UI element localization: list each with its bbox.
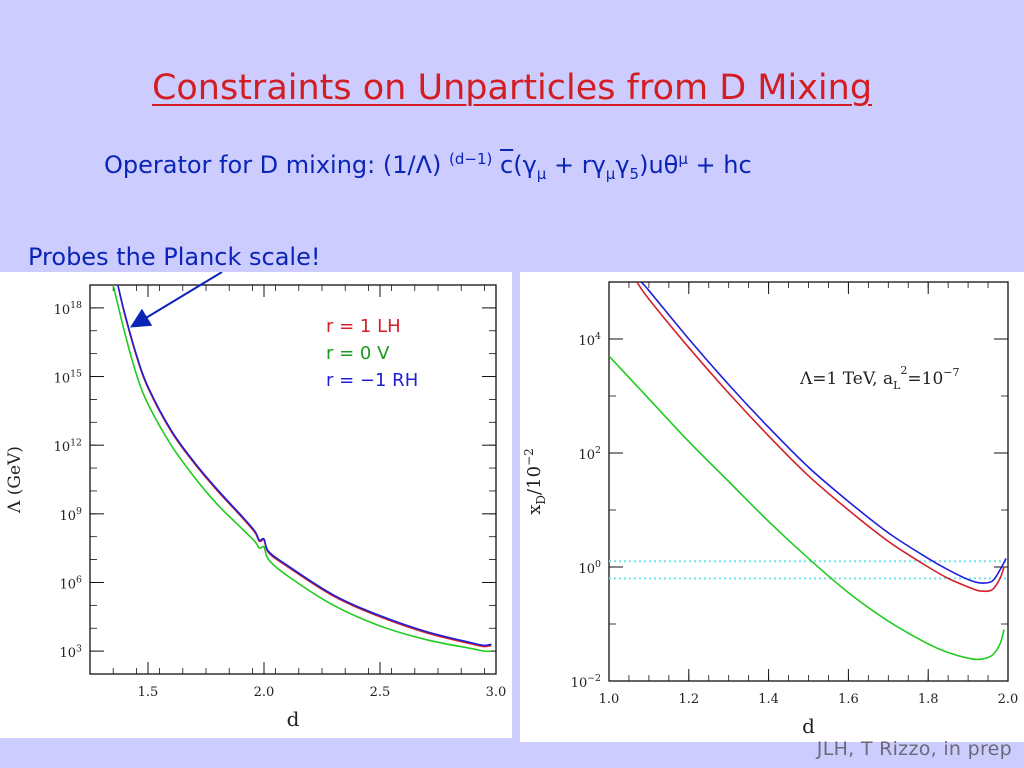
y-tick-label: 104 <box>579 331 602 349</box>
x-tick-label: 1.6 <box>838 692 859 707</box>
x-tick-label: 1.8 <box>918 692 939 707</box>
credit-text: JLH, T Rizzo, in prep <box>816 738 1012 760</box>
slide-title: Constraints on Unparticles from D Mixing <box>151 68 873 108</box>
y-tick-label: 1018 <box>54 300 82 318</box>
y-tick-label: 102 <box>579 445 602 463</box>
y-tick-label: 109 <box>60 506 83 524</box>
series-line <box>117 285 492 648</box>
plot-frame <box>89 284 497 675</box>
x-tick-label: 1.2 <box>678 692 699 707</box>
series-line <box>609 355 1005 661</box>
x-axis-label: d <box>802 714 815 738</box>
y-tick-label: 100 <box>579 559 602 577</box>
annotation-arrow <box>130 272 223 328</box>
x-tick-label: 2.0 <box>998 692 1019 707</box>
plot-frame <box>608 281 1009 682</box>
y-tick-label: 1012 <box>54 437 82 455</box>
y-tick-label: 103 <box>60 643 83 661</box>
x-tick-label: 2.0 <box>254 685 275 700</box>
xd-vs-d-chart: 1.0 1.2 1.4 1.6 1.8 2.0 10−2 100 102 104 d xD/10−2 Λ… <box>520 272 1024 742</box>
x-tick-label: 2.5 <box>370 685 391 700</box>
xd-vs-d-svg: 1.0 1.2 1.4 1.6 1.8 2.0 10−2 100 102 104 d xD/10−2 Λ… <box>522 281 1019 738</box>
x-tick-label: 3.0 <box>486 685 507 700</box>
operator-formula: Operator for D mixing: (1/Λ) (d−1) c(γμ … <box>104 150 752 183</box>
x-tick-label: 1.4 <box>758 692 779 707</box>
x-axis-label: d <box>287 707 300 731</box>
y-tick-label: 106 <box>60 575 83 593</box>
y-axis-label: Λ (GeV) <box>5 446 25 514</box>
series-group <box>112 285 492 653</box>
x-tick-label: 1.0 <box>599 692 620 707</box>
x-tick-label: 1.5 <box>138 685 159 700</box>
series-line <box>117 285 492 647</box>
series-line <box>636 282 1005 593</box>
series-group <box>609 282 1007 661</box>
parameter-label: Λ=1 TeV, aL2=10−7 <box>799 364 960 392</box>
y-tick-label: 1015 <box>54 369 82 387</box>
series-line <box>112 285 492 653</box>
lambda-vs-d-chart: 1.5 2.0 2.5 3.0 103 106 109 1012 1015 1018 d Λ (GeV… <box>0 272 512 738</box>
y-axis-label: xD/10−2 <box>522 448 548 514</box>
lambda-vs-d-svg: 1.5 2.0 2.5 3.0 103 106 109 1012 1015 1018 d Λ (GeV… <box>5 272 507 731</box>
series-line <box>640 282 1007 584</box>
legend-entry: r = −1 RH <box>326 370 418 391</box>
legend-entry: r = 0 V <box>326 343 390 364</box>
y-tick-label: 10−2 <box>571 673 601 691</box>
legend-entry: r = 1 LH <box>326 316 401 337</box>
planck-scale-annotation: Probes the Planck scale! <box>28 243 321 271</box>
